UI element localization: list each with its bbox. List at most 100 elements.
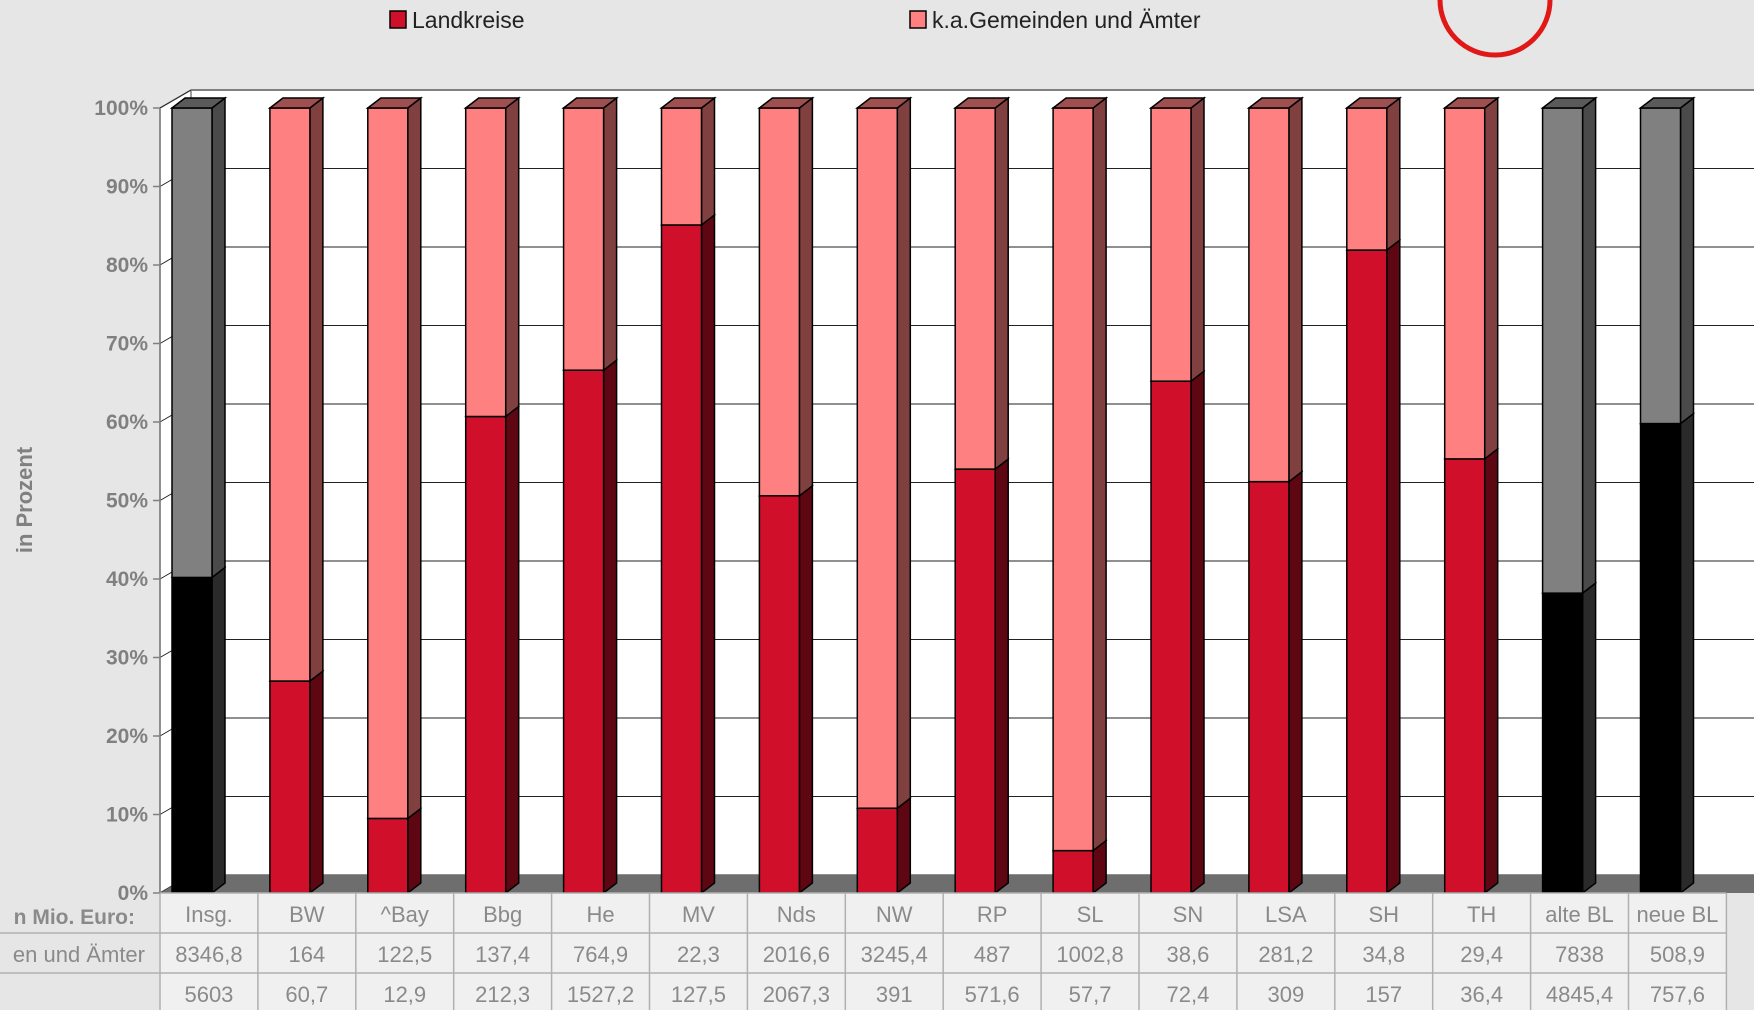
table-cell: 3245,4 <box>861 942 928 967</box>
bar-total-segment-top <box>1638 97 1696 109</box>
y-axis-title: in Prozent <box>12 446 37 553</box>
y-tick-label: 40% <box>106 568 148 591</box>
bar-landkreise <box>758 495 801 894</box>
bar-landkreise-side <box>798 484 814 895</box>
bar-landkreise-side <box>602 358 618 895</box>
bar-total-segment <box>1639 422 1682 894</box>
table-cell: 36,4 <box>1460 982 1503 1007</box>
table-cell: 57,7 <box>1069 982 1112 1007</box>
bar-gemeinden-side <box>407 96 422 820</box>
x-tick-label: BW <box>289 902 325 927</box>
x-tick-label: SL <box>1077 902 1104 927</box>
table-cell: 157 <box>1365 982 1402 1007</box>
bar-landkreise-side <box>700 213 716 895</box>
bar-gemeinden <box>856 107 899 809</box>
bar-landkreise-side <box>1288 470 1303 895</box>
bar-landkreise-side <box>504 404 520 895</box>
table-cell: 5603 <box>184 982 233 1007</box>
bar-gemeinden-side <box>896 96 912 810</box>
y-tick-label: 60% <box>106 411 148 434</box>
bar-gemeinden <box>1150 107 1192 382</box>
bar-total-segment <box>1639 107 1682 425</box>
bar-total-segment-side <box>211 565 226 895</box>
bar-gemeinden-side <box>798 96 814 498</box>
bar-total-segment-side <box>1581 96 1597 595</box>
bar-total-segment-side <box>1581 581 1597 895</box>
x-tick-label: LSA <box>1265 902 1307 927</box>
table-cell: 764,9 <box>573 942 628 967</box>
table-cell: 137,4 <box>475 942 530 967</box>
table-cell: 2067,3 <box>763 982 830 1007</box>
x-tick-label: NW <box>876 902 913 927</box>
bar-gemeinden <box>1346 107 1388 251</box>
bar-gemeinden-side <box>1190 96 1205 383</box>
table-cell: 29,4 <box>1460 942 1503 967</box>
bar-gemeinden <box>660 107 703 226</box>
bar-landkreise-side <box>1190 369 1205 895</box>
bar-gemeinden-side <box>994 96 1009 471</box>
x-tick-label: neue BL <box>1636 902 1718 927</box>
bar-total-segment-top <box>169 97 228 109</box>
x-tick-label: Bbg <box>483 902 522 927</box>
y-tick-label: 10% <box>106 804 148 827</box>
y-tick-label: 80% <box>106 254 148 277</box>
bar-gemeinden-top <box>561 97 619 109</box>
bar-gemeinden-side <box>700 96 716 227</box>
table-cell: 34,8 <box>1362 942 1405 967</box>
bar-gemeinden-side <box>1288 96 1303 484</box>
table-cell: 281,2 <box>1258 942 1313 967</box>
x-tick-label: alte BL <box>1545 902 1614 927</box>
table-cell: 122,5 <box>377 942 432 967</box>
bar-landkreise <box>856 807 899 894</box>
red-circle-marker <box>1437 0 1553 58</box>
table-cell: 7838 <box>1555 942 1604 967</box>
y-tick-label: 20% <box>106 725 148 748</box>
bar-gemeinden <box>562 107 605 371</box>
bar-gemeinden <box>367 107 409 820</box>
bar-landkreise <box>660 224 703 894</box>
x-tick-label: Insg. <box>185 902 233 927</box>
table-cell: 72,4 <box>1167 982 1210 1007</box>
bar-gemeinden-top <box>952 97 1011 109</box>
bar-landkreise-side <box>1483 447 1499 895</box>
bar-gemeinden-top <box>659 97 717 109</box>
y-tick-label: 30% <box>106 647 148 670</box>
bar-total-segment <box>171 107 213 579</box>
bar-gemeinden-side <box>309 96 324 683</box>
table-cell: 60,7 <box>285 982 328 1007</box>
x-tick-label: SH <box>1368 902 1399 927</box>
bar-landkreise <box>1150 380 1192 894</box>
y-tick-label: 90% <box>106 176 148 199</box>
y-tick-label: 50% <box>106 490 148 513</box>
bar-gemeinden-side <box>602 96 618 372</box>
bar-gemeinden-side <box>1092 96 1107 853</box>
table-cell: 127,5 <box>671 982 726 1007</box>
table-cell: 309 <box>1267 982 1304 1007</box>
table-cell: 1002,8 <box>1056 942 1123 967</box>
table-cell: 12,9 <box>383 982 426 1007</box>
bar-landkreise <box>1248 480 1290 894</box>
bar-total-segment-side <box>1679 412 1695 895</box>
legend-label-1: k.a.Gemeinden und Ämter <box>932 7 1201 33</box>
bar-gemeinden <box>1248 107 1290 483</box>
bar-gemeinden-top <box>1148 97 1207 109</box>
bar-total-segment-top <box>1540 97 1598 109</box>
bar-total-segment-side <box>211 96 226 579</box>
table-row-label: en und Ämter <box>13 942 145 967</box>
bar-gemeinden-top <box>267 97 326 109</box>
bar-gemeinden <box>758 107 801 497</box>
bar-gemeinden-top <box>1246 97 1305 109</box>
x-tick-label: Nds <box>777 902 816 927</box>
bar-gemeinden-top <box>463 97 521 109</box>
table-cell: 164 <box>288 942 325 967</box>
table-header-label: n Mio. Euro: <box>14 906 135 929</box>
table-cell: 22,3 <box>677 942 720 967</box>
bar-gemeinden <box>464 107 507 418</box>
table-cell: 757,6 <box>1650 982 1705 1007</box>
table-cell: 487 <box>974 942 1011 967</box>
table-cell: 571,6 <box>965 982 1020 1007</box>
bar-gemeinden <box>1052 107 1094 852</box>
bar-gemeinden-top <box>1442 97 1500 109</box>
